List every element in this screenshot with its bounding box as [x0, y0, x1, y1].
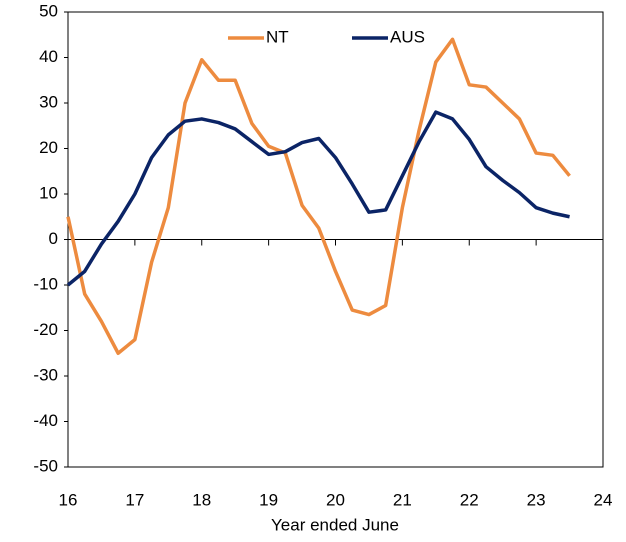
y-tick-label: -30 — [33, 365, 58, 384]
y-tick-label: 0 — [49, 229, 58, 248]
x-tick-label: 24 — [594, 490, 613, 509]
y-tick-label: -50 — [33, 456, 58, 475]
x-tick-label: 20 — [326, 490, 345, 509]
y-tick-label: 50 — [39, 1, 58, 20]
legend-label: NT — [266, 27, 289, 46]
y-tick-label: 40 — [39, 47, 58, 66]
line-series — [66, 110, 570, 287]
y-tick-label: 10 — [39, 183, 58, 202]
y-tick-label: -40 — [33, 411, 58, 430]
y-tick-label: 30 — [39, 92, 58, 111]
x-tick-label: 22 — [460, 490, 479, 509]
x-tick-label: 18 — [192, 490, 211, 509]
legend-label: AUS — [390, 27, 425, 46]
x-axis-label: Year ended June — [271, 515, 399, 534]
line-series — [66, 37, 571, 355]
x-tick-label: 16 — [59, 490, 78, 509]
x-tick-label: 19 — [259, 490, 278, 509]
y-tick-label: -10 — [33, 274, 58, 293]
x-tick-label: 23 — [527, 490, 546, 509]
x-tick-label: 17 — [125, 490, 144, 509]
y-tick-label: -20 — [33, 320, 58, 339]
x-tick-label: 21 — [393, 490, 412, 509]
y-tick-label: 20 — [39, 138, 58, 157]
